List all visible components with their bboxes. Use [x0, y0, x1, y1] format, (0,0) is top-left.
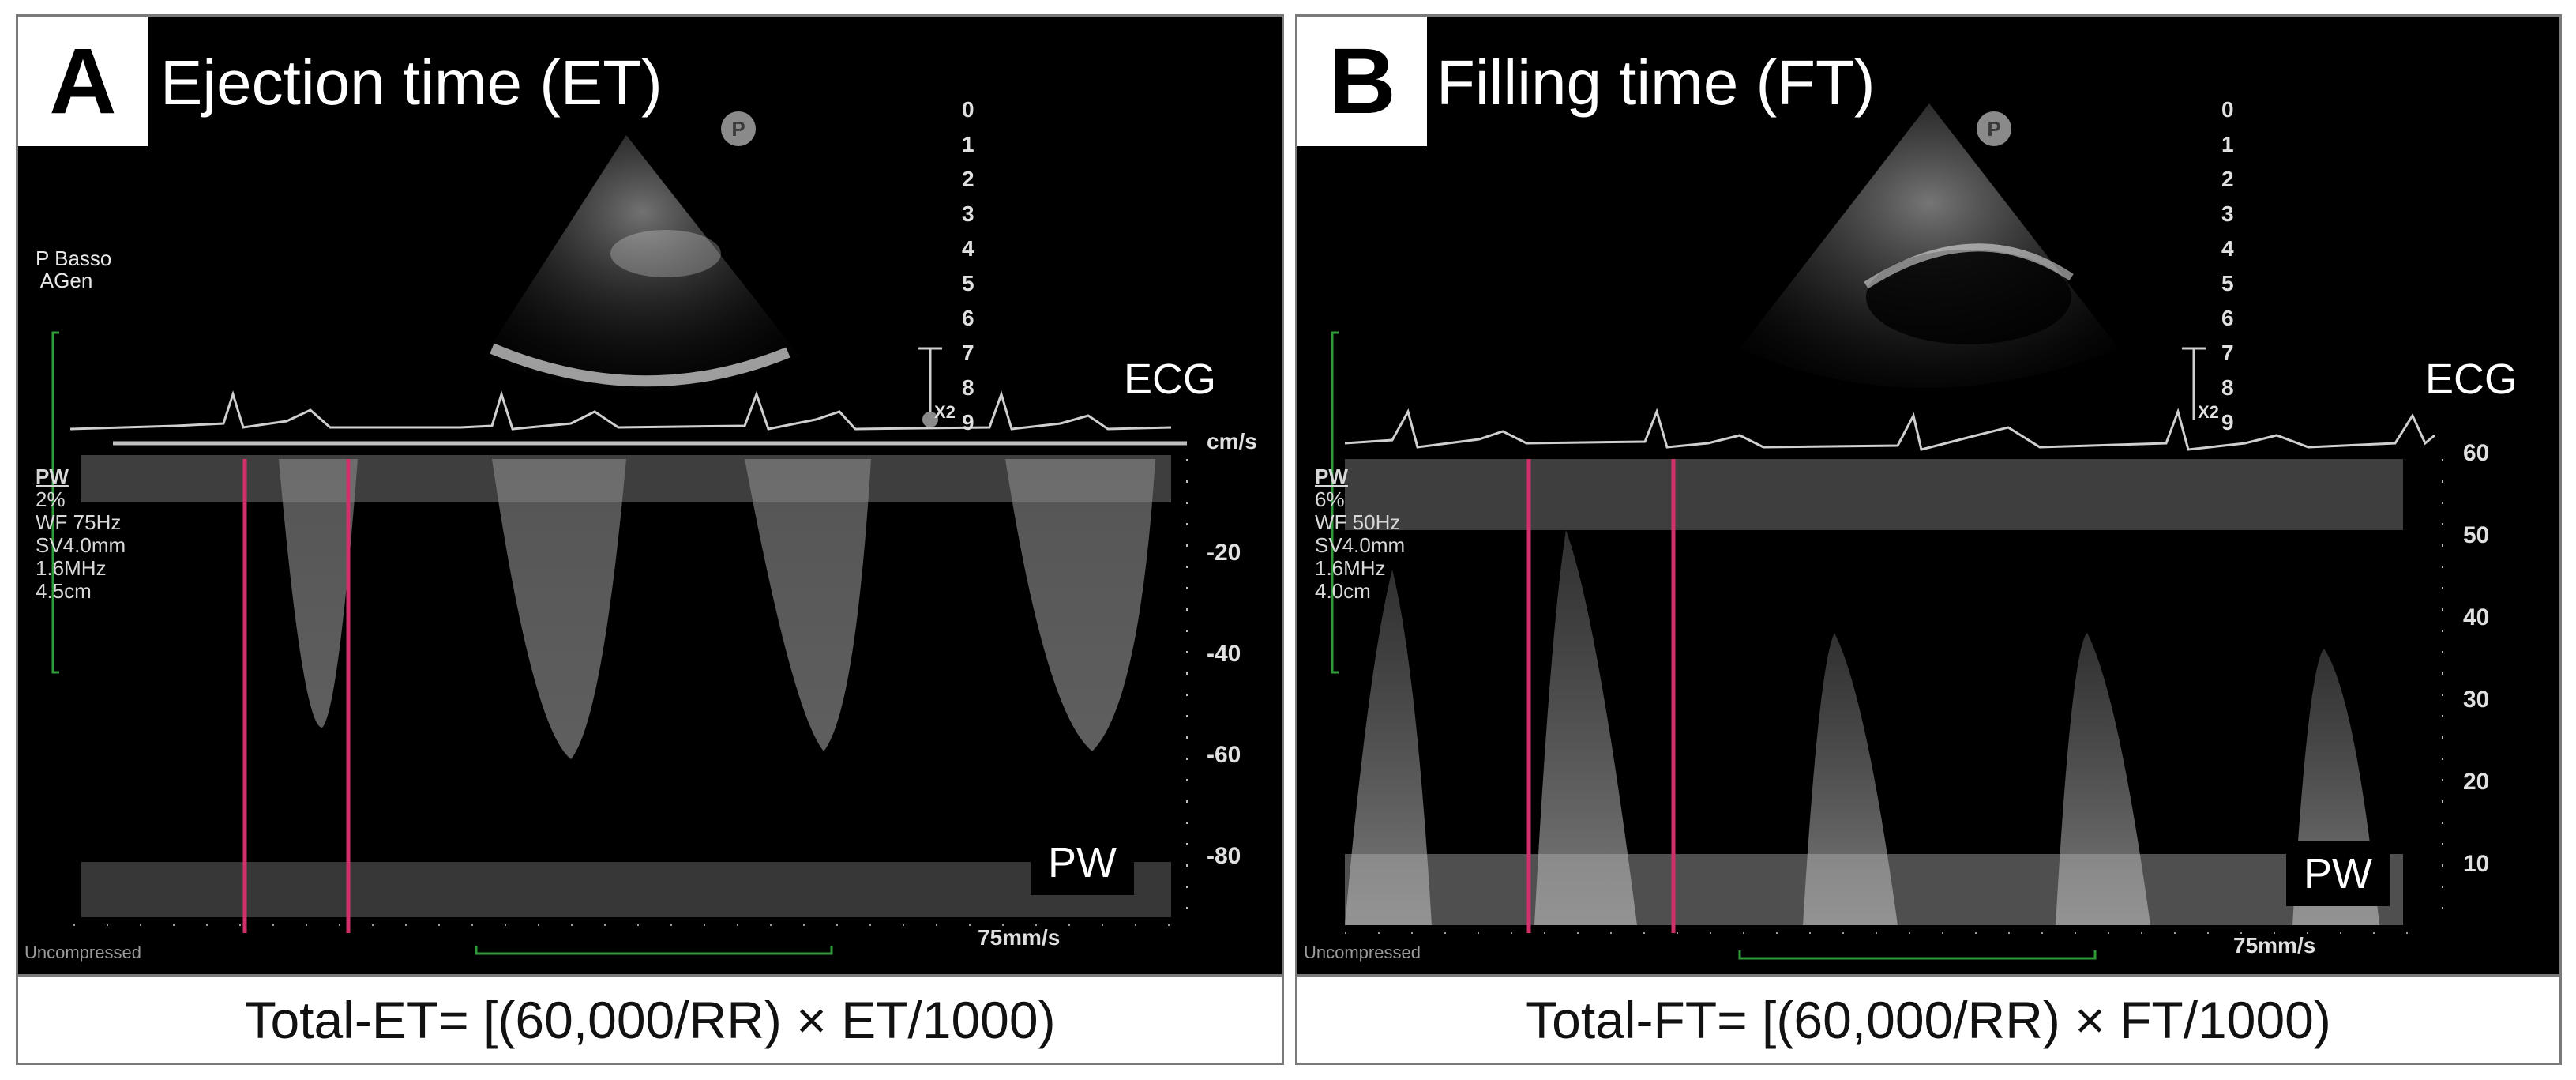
- depth-tick: 1: [962, 132, 974, 156]
- pw-depth: 4.0cm: [1315, 579, 1371, 603]
- green-bracket-left: [51, 331, 59, 674]
- pw-frequency: 1.6MHz: [36, 556, 107, 580]
- ecg-trace: [1344, 408, 2435, 451]
- velocity-tick: -20: [1207, 540, 1241, 566]
- depth-tick: 5: [962, 271, 974, 295]
- panel-b: B Filling time (FT) P PW 6% WF 50Hz SV4.…: [1295, 14, 2562, 1065]
- panel-letter: A: [18, 17, 148, 146]
- green-time-bracket: [475, 946, 833, 955]
- pw-mode-label: PW: [1315, 465, 1348, 488]
- pw-wall-filter: WF 50Hz: [1315, 510, 1401, 534]
- zoom-label: X2: [934, 402, 956, 422]
- depth-tick: 6: [2221, 306, 2234, 330]
- p-badge-icon: P: [721, 111, 756, 146]
- depth-scale: 0 1 2 3 4 5 6 7 8 9: [2221, 92, 2234, 440]
- depth-tick: 0: [2221, 97, 2234, 122]
- depth-scale: 0 1 2 3 4 5 6 7 8 9: [962, 92, 974, 440]
- pw-label: PW: [1031, 830, 1134, 895]
- ultrasound-screen-a: A Ejection time (ET) P P Basso AGen PW 2…: [18, 17, 1282, 974]
- doppler-envelope-2: [492, 459, 626, 759]
- depth-tick: 1: [2221, 132, 2234, 156]
- spectral-top-band: [81, 455, 1171, 502]
- panel-title: Ejection time (ET): [160, 47, 663, 118]
- depth-tick: 3: [962, 201, 974, 226]
- spectral-bottom-band: [1345, 854, 2403, 925]
- pw-depth: 4.5cm: [36, 579, 92, 603]
- panel-title: Filling time (FT): [1436, 47, 1876, 118]
- depth-tick: 5: [2221, 271, 2234, 295]
- depth-tick: 8: [2221, 375, 2234, 400]
- zoom-label: X2: [2198, 402, 2219, 422]
- pw-sample-volume: SV4.0mm: [1315, 533, 1406, 557]
- pw-gain: 2%: [36, 487, 66, 511]
- formula-total-et: Total-ET= [(60,000/RR) × ET/1000): [18, 974, 1282, 1063]
- doppler-graphics-b: [1331, 103, 2443, 960]
- velocity-unit: cm/s: [1207, 429, 1257, 453]
- doppler-envelope-1: [1345, 570, 1432, 925]
- green-bracket-left: [1331, 331, 1339, 674]
- doppler-envelope-1: [223, 459, 358, 728]
- velocity-tick: 60: [2463, 440, 2490, 466]
- echo-sector-image: [484, 135, 800, 392]
- pw-label: PW: [2286, 841, 2390, 906]
- depth-tick: 8: [962, 375, 974, 400]
- doppler-envelope-4: [1005, 459, 1155, 751]
- pw-frequency: 1.6MHz: [1315, 556, 1386, 580]
- ecg-label: ECG: [1124, 356, 1217, 403]
- pw-parameters: PW 2% WF 75Hz SV4.0mm 1.6MHz 4.5cm: [36, 465, 126, 603]
- depth-tick: 9: [962, 410, 974, 435]
- ultrasound-screen-b: B Filling time (FT) P PW 6% WF 50Hz SV4.…: [1297, 17, 2559, 974]
- velocity-tick: 50: [2463, 522, 2490, 548]
- depth-tick: 7: [962, 341, 974, 365]
- velocity-tick: 20: [2463, 769, 2490, 795]
- pw-parameters: PW 6% WF 50Hz SV4.0mm 1.6MHz 4.0cm: [1315, 465, 1405, 603]
- sweep-speed: 75mm/s: [2233, 933, 2316, 958]
- depth-tick: 3: [2221, 201, 2234, 226]
- depth-tick: 4: [2221, 236, 2234, 261]
- green-time-bracket: [1738, 950, 2097, 960]
- echo-sector-image: [1740, 103, 2119, 388]
- pw-gain: 6%: [1315, 487, 1345, 511]
- velocity-tick: 40: [2463, 604, 2490, 630]
- depth-tick: 2: [2221, 167, 2234, 191]
- ecg-trace: [69, 389, 1172, 431]
- spectral-bottom-band: [81, 862, 1171, 917]
- p-badge-icon: P: [1977, 111, 2011, 146]
- velocity-tick: 10: [2463, 851, 2490, 877]
- sweep-speed: 75mm/s: [978, 925, 1061, 950]
- depth-tick: 9: [2221, 410, 2234, 435]
- panel-letter: B: [1297, 17, 1427, 146]
- doppler-envelope-3: [745, 459, 871, 751]
- velocity-tick: 30: [2463, 687, 2490, 713]
- panel-a: A Ejection time (ET) P P Basso AGen PW 2…: [16, 14, 1284, 1065]
- depth-tick: 6: [962, 306, 974, 330]
- ecg-label: ECG: [2425, 356, 2518, 403]
- velocity-tick: -40: [1207, 641, 1241, 667]
- compression-status: Uncompressed: [1304, 943, 1421, 962]
- depth-tick: 0: [962, 97, 974, 122]
- doppler-graphics-a: [51, 135, 1188, 955]
- pw-sample-volume: SV4.0mm: [36, 533, 126, 557]
- doppler-envelope-4: [2056, 633, 2150, 925]
- doppler-envelope-2: [1534, 530, 1637, 925]
- doppler-envelope-3: [1803, 633, 1898, 925]
- spectral-top-band: [1345, 459, 2403, 530]
- pw-wall-filter: WF 75Hz: [36, 510, 122, 534]
- pw-mode-label: PW: [36, 465, 69, 488]
- depth-tick: 2: [962, 167, 974, 191]
- system-info: P Basso AGen: [36, 246, 112, 292]
- velocity-tick: -80: [1207, 843, 1241, 869]
- formula-total-ft: Total-FT= [(60,000/RR) × FT/1000): [1297, 974, 2559, 1063]
- depth-tick: 7: [2221, 341, 2234, 365]
- compression-status: Uncompressed: [24, 943, 141, 962]
- velocity-tick: -60: [1207, 742, 1241, 768]
- depth-tick: 4: [962, 236, 974, 261]
